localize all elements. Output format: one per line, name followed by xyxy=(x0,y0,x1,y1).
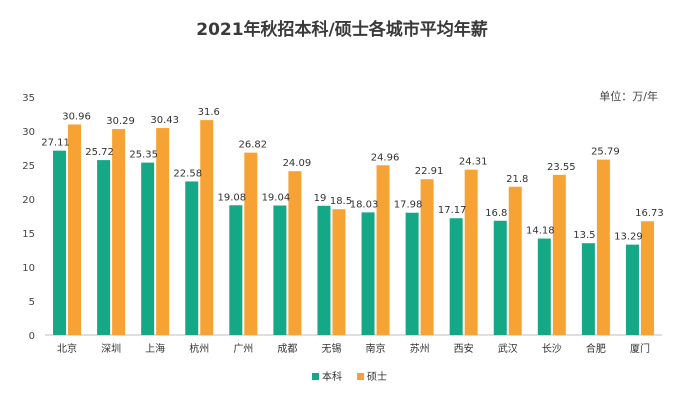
x-tick-label: 武汉 xyxy=(498,342,518,355)
bar-bachelor xyxy=(53,150,67,335)
legend-swatch xyxy=(357,373,364,380)
legend: 本科 硕士 xyxy=(312,370,387,383)
data-label: 18.03 xyxy=(350,199,379,210)
y-tick-label: 25 xyxy=(22,161,35,172)
data-label: 23.55 xyxy=(547,162,576,173)
data-label: 25.35 xyxy=(129,150,158,161)
chart-title: 2021年秋招本科/硕士各城市平均年薪 xyxy=(196,19,488,40)
y-tick-label: 5 xyxy=(29,297,35,308)
x-tick-label: 北京 xyxy=(57,342,77,355)
x-tick-label: 西安 xyxy=(454,342,474,355)
legend-label: 本科 xyxy=(322,370,342,383)
x-tick-label: 深圳 xyxy=(101,343,121,355)
bar-master xyxy=(376,165,390,335)
data-label: 27.11 xyxy=(41,138,70,149)
data-label: 24.31 xyxy=(459,157,488,168)
bar-master xyxy=(156,128,170,335)
bar-master xyxy=(200,120,214,336)
bar-master xyxy=(640,221,654,335)
bar-master xyxy=(68,124,82,335)
bar-master xyxy=(552,174,566,335)
data-label: 21.8 xyxy=(506,174,528,185)
data-label: 25.79 xyxy=(591,147,620,158)
data-label: 14.18 xyxy=(526,226,555,237)
data-label: 25.72 xyxy=(85,147,114,158)
legend-swatch xyxy=(312,373,319,380)
x-tick-label: 杭州 xyxy=(189,342,209,355)
y-tick-label: 20 xyxy=(22,195,35,206)
data-label: 19 xyxy=(314,193,327,204)
x-tick-label: 无锡 xyxy=(321,342,341,355)
bar-bachelor xyxy=(493,220,507,335)
data-label: 22.58 xyxy=(173,168,202,179)
data-label: 19.08 xyxy=(218,192,247,203)
x-tick-label: 南京 xyxy=(366,342,386,355)
data-label: 16.8 xyxy=(485,208,507,219)
y-tick-label: 35 xyxy=(22,93,35,104)
y-tick-label: 0 xyxy=(29,331,35,342)
bar-bachelor xyxy=(537,238,551,335)
data-label: 31.6 xyxy=(198,107,220,118)
bar-master xyxy=(420,179,434,335)
x-tick-label: 长沙 xyxy=(542,343,562,355)
data-labels: 27.11 30.96 25.72 30.29 25.35 30.43 22.58 31.6 1… xyxy=(41,107,664,243)
data-label: 17.98 xyxy=(394,200,423,211)
data-label: 19.04 xyxy=(262,193,291,204)
bar-bachelor xyxy=(625,244,639,335)
bar-bachelor xyxy=(317,205,331,335)
bar-master xyxy=(244,152,258,335)
data-label: 30.43 xyxy=(150,115,179,126)
bar-master xyxy=(596,159,610,335)
data-label: 13.29 xyxy=(614,232,643,243)
bar-master xyxy=(112,129,126,335)
y-axis: 0 5 10 15 20 25 30 35 xyxy=(22,93,35,342)
data-label: 18.5 xyxy=(330,196,352,207)
data-label: 30.29 xyxy=(106,116,135,127)
data-label: 16.73 xyxy=(635,208,664,219)
data-label: 22.91 xyxy=(415,166,444,177)
x-tick-label: 苏州 xyxy=(410,342,430,355)
y-tick-label: 10 xyxy=(22,263,35,274)
bar-bachelor xyxy=(185,181,199,335)
x-tick-label: 广州 xyxy=(233,343,253,355)
unit-label: 单位：万/年 xyxy=(599,89,658,103)
bars xyxy=(53,120,654,336)
bar-bachelor xyxy=(405,212,419,335)
bar-bachelor xyxy=(141,162,155,335)
bar-bachelor xyxy=(97,160,111,335)
bar-master xyxy=(464,169,478,335)
data-label: 26.82 xyxy=(239,140,268,151)
bar-bachelor xyxy=(361,212,375,335)
bar-master xyxy=(508,186,522,335)
bar-master xyxy=(288,171,302,335)
x-tick-label: 合肥 xyxy=(586,342,606,355)
x-tick-label: 成都 xyxy=(277,343,297,355)
y-tick-label: 30 xyxy=(22,127,35,138)
data-label: 30.96 xyxy=(62,111,91,122)
legend-label: 硕士 xyxy=(367,370,387,383)
data-label: 24.09 xyxy=(283,158,312,169)
x-axis: 北京 深圳 上海 杭州 广州 成都 无锡 南京 苏州 西安 武汉 长沙 合肥 厦门 xyxy=(45,334,662,355)
y-tick-label: 15 xyxy=(22,229,35,240)
bar-bachelor xyxy=(229,205,243,335)
data-label: 24.96 xyxy=(371,152,400,163)
x-tick-label: 厦门 xyxy=(630,342,650,355)
bar-bachelor xyxy=(449,218,463,335)
bar-bachelor xyxy=(581,243,595,335)
data-label: 13.5 xyxy=(573,230,595,241)
x-tick-label: 上海 xyxy=(145,342,165,355)
bar-master xyxy=(332,209,346,335)
data-label: 17.17 xyxy=(438,205,467,216)
bar-bachelor xyxy=(273,205,287,335)
